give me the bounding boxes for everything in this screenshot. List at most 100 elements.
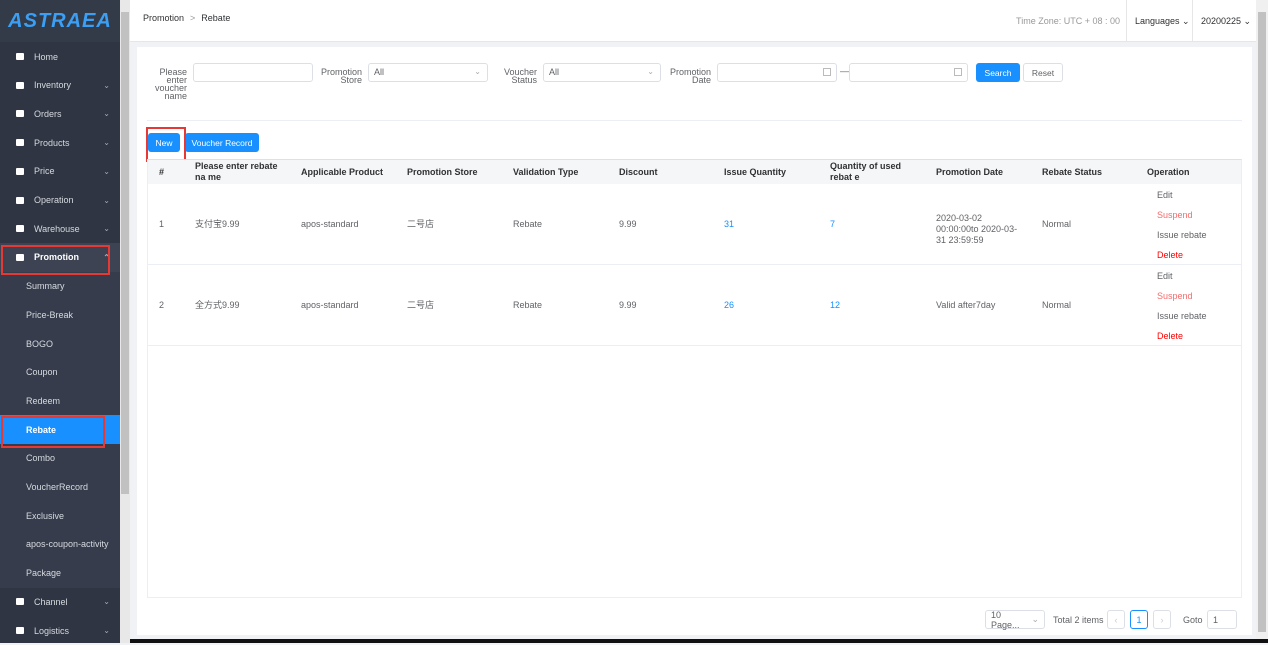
column-header: Applicable Product — [301, 167, 384, 177]
sidebar-subitem-combo[interactable]: Combo — [0, 443, 120, 473]
column-header: Promotion Store — [407, 167, 478, 177]
table-cell: 1 — [159, 219, 165, 229]
sidebar-item-warehouse[interactable]: Warehouse ⌄ — [0, 214, 120, 243]
sidebar-subitem-package[interactable]: Package — [0, 558, 120, 588]
languages-dropdown[interactable]: Languages ⌄ — [1126, 0, 1198, 42]
chevron-icon: ⌄ — [103, 166, 110, 176]
sidebar-item-label: Promotion — [34, 252, 79, 263]
sidebar-subitem-apos-coupon-activity[interactable]: apos-coupon-activity — [0, 529, 120, 559]
table-cell: Normal — [1042, 219, 1072, 229]
next-page-button[interactable]: › — [1153, 610, 1171, 629]
issue-link[interactable]: Issue rebate — [1157, 230, 1207, 240]
sidebar-subitem-summary[interactable]: Summary — [0, 271, 120, 301]
sidebar-item-label: Channel — [34, 596, 68, 607]
delete-link[interactable]: Delete — [1157, 250, 1184, 260]
sidebar-item-home[interactable]: Home — [0, 42, 120, 71]
sidebar-subitem-exclusive[interactable]: Exclusive — [0, 501, 120, 531]
bottom-bar — [130, 639, 1268, 643]
column-header: Issue Quantity — [724, 167, 787, 177]
version-dropdown[interactable]: 20200225 ⌄ — [1192, 0, 1259, 42]
sidebar-subitem-rebate[interactable]: Rebate — [0, 415, 120, 445]
suspend-link[interactable]: Suspend — [1157, 291, 1193, 301]
voucher-name-label: Please enter voucher name — [154, 67, 187, 101]
select-value: All — [374, 67, 385, 77]
sidebar-scrollbar[interactable] — [120, 0, 130, 643]
sidebar-item-inventory[interactable]: Inventory ⌄ — [0, 71, 120, 100]
column-header: Promotion Date — [936, 167, 1004, 177]
sidebar-item-operation[interactable]: Operation ⌄ — [0, 186, 120, 215]
operation-icon — [16, 196, 24, 204]
breadcrumb-rebate: Rebate — [201, 13, 231, 23]
delete-link[interactable]: Delete — [1157, 331, 1184, 341]
sidebar-item-promotion[interactable]: Promotion ⌃ — [0, 242, 120, 272]
issue-link[interactable]: Issue rebate — [1157, 311, 1207, 321]
date-start-input[interactable] — [717, 63, 837, 82]
chevron-icon: ⌄ — [103, 597, 110, 607]
sidebar: ASTRAEA Home Inventory ⌄ Orders ⌄ Products ⌄ Pr… — [0, 0, 120, 643]
chevron-down-icon: ⌄ — [1031, 614, 1039, 624]
table-cell: Normal — [1042, 300, 1072, 310]
edit-link[interactable]: Edit — [1157, 271, 1173, 281]
sidebar-item-channel[interactable]: Channel ⌄ — [0, 587, 120, 616]
voucher-record-button[interactable]: Voucher Record — [185, 133, 259, 152]
suspend-link[interactable]: Suspend — [1157, 210, 1193, 220]
scrollbar-thumb[interactable] — [121, 12, 129, 494]
table-cell: 2 — [159, 300, 165, 310]
page-1-button[interactable]: 1 — [1130, 610, 1148, 629]
sidebar-subitem-coupon[interactable]: Coupon — [0, 357, 120, 387]
table-cell: 支付宝9.99 — [195, 219, 240, 229]
sidebar-subitem-price-break[interactable]: Price-Break — [0, 300, 120, 330]
table-cell[interactable]: 31 — [724, 219, 735, 229]
sidebar-item-price[interactable]: Price ⌄ — [0, 157, 120, 186]
sidebar-item-logistics[interactable]: Logistics ⌄ — [0, 616, 120, 645]
table-cell[interactable]: 26 — [724, 300, 735, 310]
sidebar-item-orders[interactable]: Orders ⌄ — [0, 99, 120, 128]
breadcrumb: Promotion > Rebate — [143, 13, 230, 23]
table-row: 2 全方式9.99 apos-standard 二号店 Rebate 9.99 26 12 Va… — [148, 265, 1241, 346]
breadcrumb-promotion[interactable]: Promotion — [143, 13, 185, 23]
sidebar-item-label: Products — [34, 137, 70, 148]
sidebar-subitem-voucherrecord[interactable]: VoucherRecord — [0, 472, 120, 502]
table-cell[interactable]: 12 — [830, 300, 841, 310]
table-cell: 二号店 — [407, 219, 435, 229]
table-cell[interactable]: 7 — [830, 219, 836, 229]
timezone-label: Time Zone: UTC + 08 : 00 — [1016, 16, 1120, 26]
chevron-down-icon: ⌄ — [474, 67, 481, 76]
page-size-select[interactable]: 10 Page... ⌄ — [985, 609, 1045, 630]
promotion-icon — [16, 253, 24, 261]
sidebar-item-label: Logistics — [34, 625, 70, 636]
sidebar-item-label: Home — [34, 51, 59, 62]
page-size-value: 10 Page... — [991, 609, 1020, 630]
goto-input[interactable]: 1 — [1207, 610, 1237, 629]
sidebar-item-products[interactable]: Products ⌄ — [0, 128, 120, 157]
top-header: Promotion > Rebate Time Zone: UTC + 08 : 0… — [130, 0, 1268, 42]
reset-button[interactable]: Reset — [1023, 63, 1063, 82]
edit-link[interactable]: Edit — [1157, 190, 1173, 200]
voucher-status-select[interactable]: All ⌄ — [543, 63, 661, 82]
column-header: Validation Type — [513, 167, 579, 177]
voucher-name-input[interactable] — [193, 63, 313, 82]
sidebar-subitem-redeem[interactable]: Redeem — [0, 386, 120, 416]
date-separator: — — [840, 66, 849, 76]
column-header: Please enter rebate na me — [195, 161, 278, 182]
promotion-store-select[interactable]: All ⌄ — [368, 63, 488, 82]
promotion-store-label: Promotion Store — [320, 67, 362, 85]
scrollbar-thumb[interactable] — [1258, 12, 1266, 632]
monitor-icon — [16, 81, 24, 89]
sidebar-item-label: Inventory — [34, 80, 72, 91]
table-header: # Please enter rebate na me Applicable Pro… — [148, 160, 1241, 184]
page-scrollbar[interactable] — [1256, 0, 1268, 643]
search-button[interactable]: Search — [976, 63, 1020, 82]
breadcrumb-separator: > — [190, 13, 196, 23]
sidebar-subitem-bogo[interactable]: BOGO — [0, 329, 120, 358]
new-button[interactable]: New — [148, 133, 180, 152]
table-cell: apos-standard — [301, 300, 359, 310]
prev-page-button[interactable]: ‹ — [1107, 610, 1125, 629]
price-tag-icon — [16, 167, 24, 175]
logo[interactable]: ASTRAEA — [0, 0, 120, 42]
chevron-icon: ⌄ — [103, 109, 110, 119]
date-end-input[interactable] — [849, 63, 968, 82]
column-header: Operation — [1147, 167, 1190, 177]
chevron-icon: ⌄ — [103, 80, 110, 90]
warehouse-icon — [16, 225, 24, 233]
